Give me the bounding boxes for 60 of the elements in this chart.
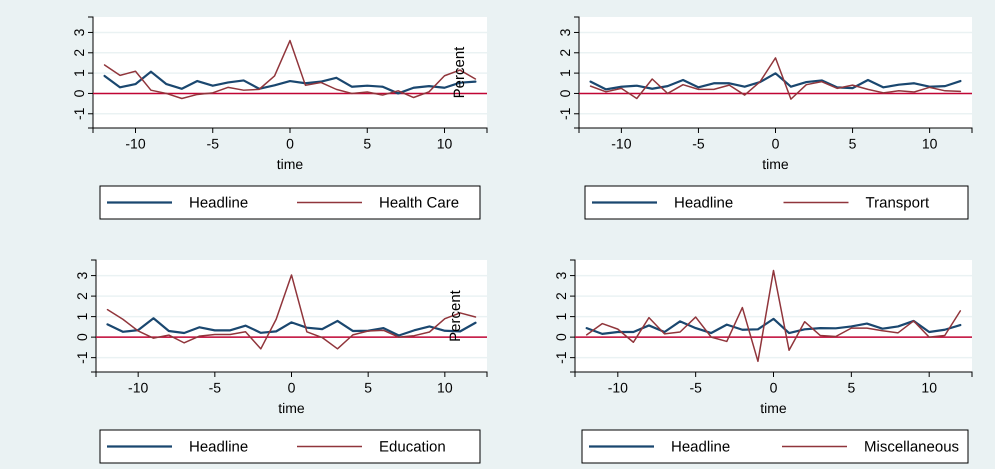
line-series: [586, 318, 962, 335]
legend-label: Miscellaneous: [864, 438, 960, 456]
y-tick-label: 1: [552, 312, 569, 321]
y-tick-label: 3: [552, 271, 569, 280]
line-series: [590, 57, 962, 100]
y-tick-label: 0: [74, 333, 90, 342]
legend-label: Health Care: [379, 194, 460, 212]
legend-label: Education: [379, 438, 446, 456]
x-tick-label: 10: [921, 380, 938, 396]
line-series: [104, 40, 476, 100]
x-tick-label: -5: [208, 380, 222, 396]
y-tick-label: 3: [556, 28, 573, 36]
x-axis-title: time: [760, 400, 787, 416]
x-tick-label: 5: [848, 136, 857, 152]
x-tick-label: 10: [437, 380, 453, 396]
x-tick-label: -10: [128, 380, 148, 396]
y-tick-label: 0: [552, 333, 569, 342]
x-axis-title: time: [276, 156, 304, 172]
y-tick-label: 1: [74, 312, 90, 321]
x-axis-title: time: [278, 400, 305, 416]
x-tick-label: 10: [436, 136, 453, 152]
y-tick-label: 2: [552, 292, 569, 300]
legend-label: Transport: [866, 194, 930, 212]
y-tick-label: 1: [70, 69, 87, 78]
line-series: [106, 274, 476, 350]
x-tick-label: 0: [288, 380, 296, 396]
x-tick-label: -5: [689, 380, 702, 396]
y-tick-label: 2: [70, 48, 87, 57]
x-tick-label: 0: [770, 380, 778, 396]
x-tick-label: 0: [772, 136, 780, 152]
legend-label: Headline: [671, 438, 730, 456]
x-axis-title: time: [762, 156, 789, 172]
y-tick-label: 3: [74, 271, 90, 280]
y-tick-label: 0: [70, 89, 87, 98]
x-tick-label: 10: [922, 136, 938, 152]
y-tick-label: 1: [556, 69, 573, 78]
x-tick-label: -10: [608, 380, 628, 396]
y-tick-label: 3: [70, 28, 87, 36]
y-axis-title: Percent: [451, 46, 468, 98]
x-tick-label: 5: [847, 380, 856, 396]
x-tick-label: 5: [364, 380, 372, 396]
x-tick-label: 0: [286, 136, 294, 152]
line-series: [586, 270, 962, 362]
legend-label: Headline: [674, 194, 734, 212]
x-tick-label: -5: [692, 136, 705, 152]
y-axis-title: Percent: [447, 289, 464, 342]
x-tick-label: -5: [206, 136, 220, 152]
line-series: [589, 72, 962, 90]
y-tick-label: 2: [556, 48, 573, 57]
y-tick-label: 0: [556, 89, 573, 98]
x-tick-label: -10: [611, 136, 632, 152]
legend-label: Headline: [189, 438, 248, 456]
y-tick-label: -1: [70, 107, 87, 120]
legend-label: Headline: [189, 194, 248, 212]
y-tick-label: 2: [74, 292, 90, 300]
y-tick-label: -1: [552, 351, 569, 364]
y-tick-label: -1: [556, 107, 573, 120]
x-tick-label: -10: [125, 136, 146, 152]
x-tick-label: 5: [363, 136, 372, 152]
y-tick-label: -1: [74, 351, 90, 364]
